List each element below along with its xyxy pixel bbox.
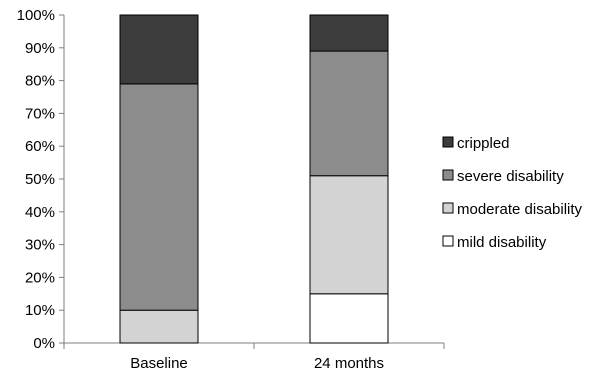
y-tick-label: 20% bbox=[25, 269, 55, 286]
legend-label: crippled bbox=[457, 135, 510, 152]
y-tick-label: 60% bbox=[25, 138, 55, 155]
legend-swatch bbox=[442, 202, 454, 214]
y-tick-label: 40% bbox=[25, 204, 55, 221]
bar-segment bbox=[309, 175, 389, 295]
y-tick-label: 50% bbox=[25, 171, 55, 188]
y-tick-label: 90% bbox=[25, 40, 55, 57]
y-tick-label: 30% bbox=[25, 237, 55, 254]
bar-segment bbox=[309, 14, 389, 52]
bar-segment bbox=[119, 309, 199, 344]
legend-swatch bbox=[442, 169, 454, 181]
legend-label: severe disability bbox=[457, 168, 564, 185]
legend-swatch bbox=[442, 235, 454, 247]
x-category-label: 24 months bbox=[314, 355, 384, 372]
bar-segment bbox=[119, 83, 199, 311]
legend: crippled severe disability moderate disabi… bbox=[442, 135, 583, 251]
bars bbox=[119, 14, 389, 344]
y-axis-ticks: 0% 10% 20% 30% 40% 50% 60% 70% 80% 90% 100% bbox=[17, 7, 64, 352]
bar-segment bbox=[309, 50, 389, 177]
y-tick-label: 80% bbox=[25, 73, 55, 90]
x-category-label: Baseline bbox=[130, 355, 188, 372]
bar-segment bbox=[309, 293, 389, 344]
legend-label: moderate disability bbox=[457, 201, 583, 218]
legend-label: mild disability bbox=[457, 234, 547, 251]
legend-swatch bbox=[442, 136, 454, 148]
bar-segment bbox=[119, 14, 199, 85]
x-axis-categories: Baseline 24 months bbox=[63, 343, 445, 372]
y-tick-label: 100% bbox=[17, 7, 55, 24]
y-tick-label: 0% bbox=[33, 335, 55, 352]
y-tick-label: 10% bbox=[25, 302, 55, 319]
y-tick-label: 70% bbox=[25, 105, 55, 122]
